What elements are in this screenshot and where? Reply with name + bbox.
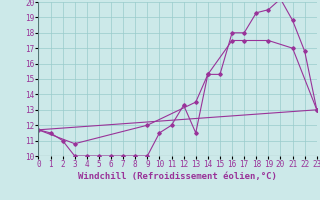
X-axis label: Windchill (Refroidissement éolien,°C): Windchill (Refroidissement éolien,°C) <box>78 172 277 181</box>
